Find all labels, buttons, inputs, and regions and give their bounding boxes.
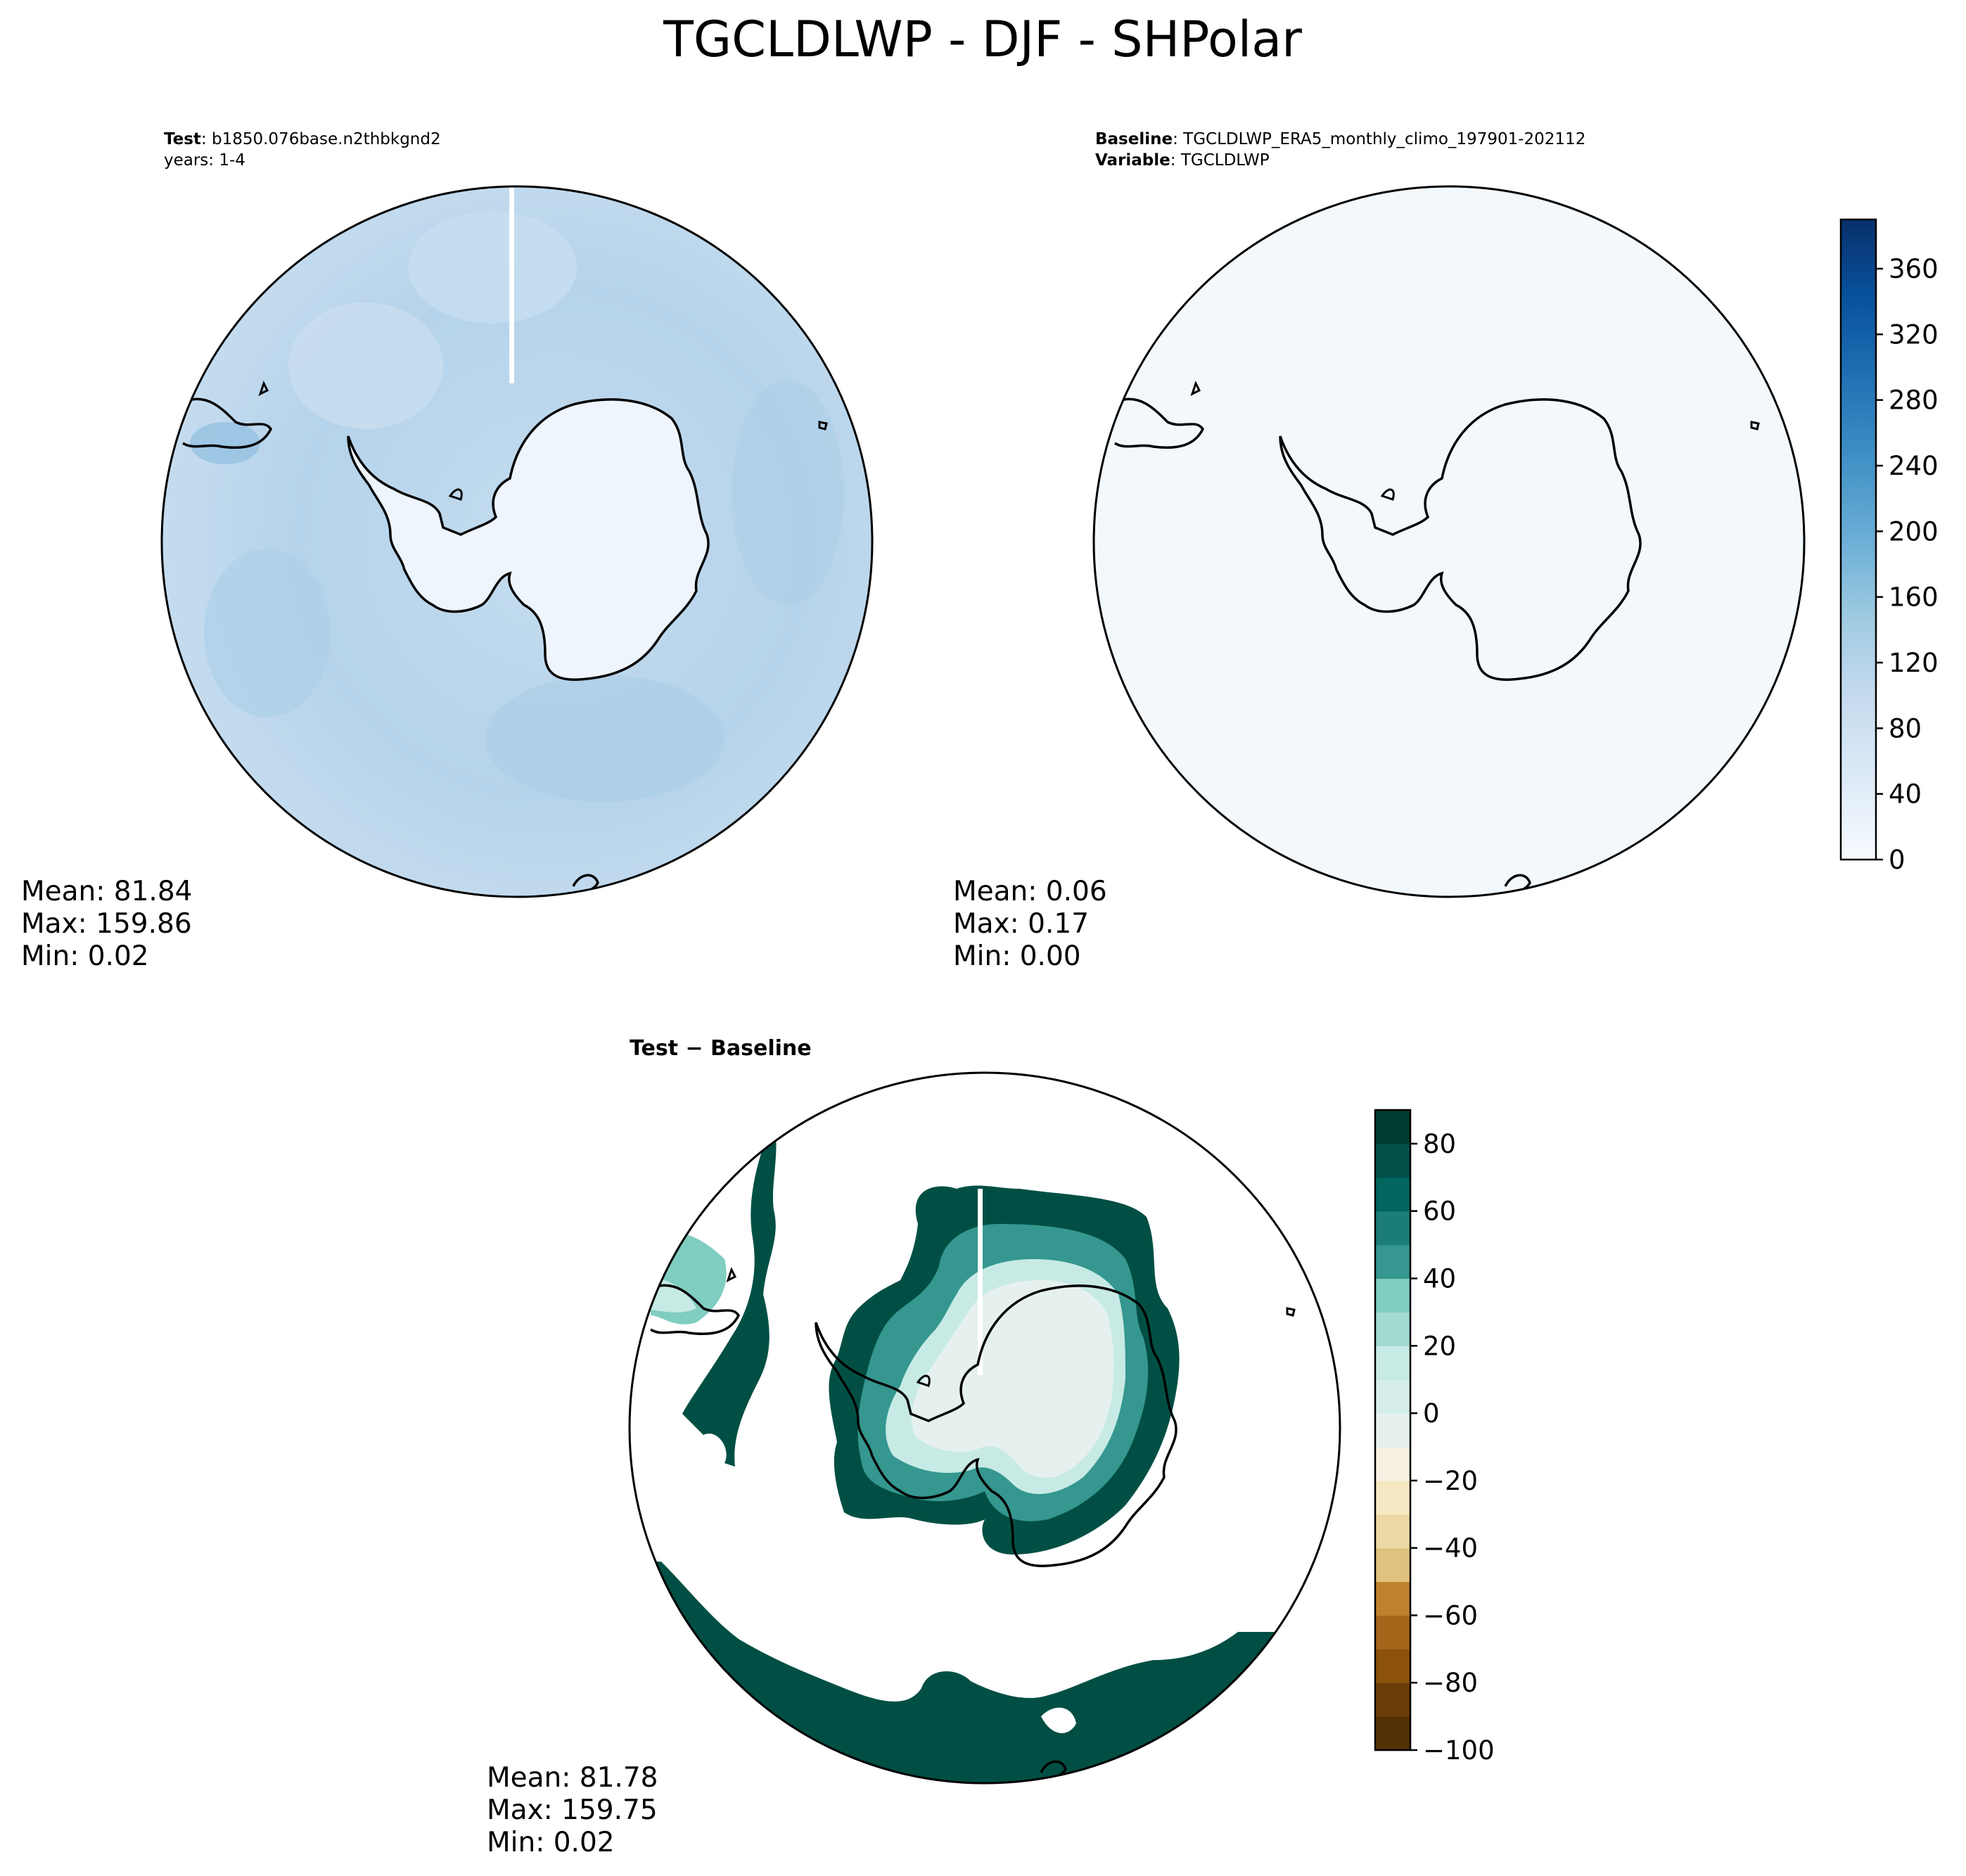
difference-colorbar-fill bbox=[1375, 1110, 1410, 1751]
difference-min: Min: 0.02 bbox=[487, 1827, 615, 1858]
difference-colorbar-swatch bbox=[1375, 1615, 1410, 1650]
difference-colorbar-tick-label: 20 bbox=[1423, 1331, 1456, 1361]
difference-header: Test − Baseline bbox=[630, 1036, 812, 1061]
difference-max: Max: 159.75 bbox=[487, 1794, 658, 1826]
baseline-panel: Baseline: TGCLDLWP_ERA5_monthly_climo_19… bbox=[953, 130, 1806, 972]
difference-colorbar-tick-label: −40 bbox=[1423, 1533, 1478, 1564]
test-header-key: Test bbox=[164, 130, 201, 148]
field-colorbar-tick-label: 80 bbox=[1889, 713, 1922, 744]
baseline-map-boundary bbox=[1092, 185, 1806, 898]
difference-colorbar-swatch bbox=[1375, 1244, 1410, 1280]
difference-colorbar-tick-label: 80 bbox=[1423, 1129, 1456, 1159]
field-colorbar-tick-label: 40 bbox=[1889, 779, 1922, 810]
field-colorbar-tick-label: 200 bbox=[1889, 516, 1939, 547]
field-colorbar-tick-label: 120 bbox=[1889, 648, 1939, 678]
difference-map-boundary bbox=[628, 1071, 1341, 1785]
difference-map bbox=[630, 1073, 1340, 1783]
difference-colorbar-swatch bbox=[1375, 1110, 1410, 1144]
test-map-boundary bbox=[160, 185, 874, 898]
test-map bbox=[162, 186, 872, 897]
difference-panel: Test − Baseline Mean: 81.78 Max: 159.75 … bbox=[487, 1036, 1341, 1858]
field-colorbar-tick-label: 320 bbox=[1889, 319, 1939, 350]
difference-colorbar-tick-label: 60 bbox=[1423, 1197, 1456, 1227]
test-max: Max: 159.86 bbox=[21, 908, 192, 940]
baseline-max: Max: 0.17 bbox=[953, 908, 1089, 940]
field-colorbar-tick-label: 280 bbox=[1889, 385, 1939, 416]
difference-colorbar-tick-label: −20 bbox=[1423, 1466, 1478, 1496]
difference-colorbar-swatch bbox=[1375, 1413, 1410, 1448]
difference-colorbar-swatch bbox=[1375, 1312, 1410, 1346]
field-colorbar-tick-label: 240 bbox=[1889, 451, 1939, 481]
difference-colorbar-swatch bbox=[1375, 1480, 1410, 1515]
difference-colorbar-swatch bbox=[1375, 1548, 1410, 1583]
difference-colorbar-swatch bbox=[1375, 1379, 1410, 1414]
difference-colorbar-swatch bbox=[1375, 1346, 1410, 1380]
baseline-min: Min: 0.00 bbox=[953, 940, 1081, 972]
test-panel: Test: b1850.076base.n2thbkgnd2 years: 1-… bbox=[21, 130, 874, 972]
difference-mean: Mean: 81.78 bbox=[487, 1762, 658, 1794]
field-colorbar-tick-label: 0 bbox=[1889, 845, 1906, 875]
difference-colorbar-ticks: −100 −80 −60 −40 −20 0 20 40 60 80 bbox=[1410, 1129, 1495, 1766]
baseline-header-key: Baseline bbox=[1095, 130, 1173, 148]
test-mean: Mean: 81.84 bbox=[21, 876, 192, 907]
baseline-variable-value: : TGCLDLWP bbox=[1170, 151, 1270, 170]
field-colorbar-tick-label: 360 bbox=[1889, 254, 1939, 284]
test-subheader: years: 1-4 bbox=[164, 151, 245, 170]
difference-colorbar-tick-label: −60 bbox=[1423, 1600, 1478, 1631]
field-colorbar: 0 40 80 120 160 200 240 280 320 360 bbox=[1839, 218, 1939, 875]
baseline-variable-key: Variable bbox=[1095, 151, 1170, 170]
difference-colorbar-swatch bbox=[1375, 1514, 1410, 1549]
svg-text:Test: b1850.076base.n2thbkgnd2: Test: b1850.076base.n2thbkgnd2 bbox=[164, 130, 441, 148]
svg-text:Baseline: TGCLDLWP_ERA5_monthl: Baseline: TGCLDLWP_ERA5_monthly_climo_19… bbox=[1095, 130, 1585, 148]
difference-colorbar-frame bbox=[1374, 1109, 1412, 1751]
field-colorbar-fill bbox=[1839, 218, 1877, 861]
difference-colorbar-swatch bbox=[1375, 1177, 1410, 1212]
difference-colorbar-tick-label: −80 bbox=[1423, 1668, 1478, 1698]
difference-colorbar-swatch bbox=[1375, 1446, 1410, 1481]
test-min: Min: 0.02 bbox=[21, 940, 149, 972]
difference-colorbar-swatch bbox=[1375, 1683, 1410, 1717]
test-header-value: : b1850.076base.n2thbkgnd2 bbox=[201, 130, 441, 148]
difference-colorbar-swatch bbox=[1375, 1143, 1410, 1178]
difference-colorbar-swatch bbox=[1375, 1716, 1410, 1751]
baseline-mean: Mean: 0.06 bbox=[953, 876, 1107, 907]
difference-colorbar: −100 −80 −60 −40 −20 0 20 40 60 80 bbox=[1374, 1109, 1495, 1766]
difference-colorbar-tick-label: 40 bbox=[1423, 1263, 1456, 1294]
svg-text:Variable: TGCLDLWP: Variable: TGCLDLWP bbox=[1095, 151, 1270, 170]
difference-colorbar-swatch bbox=[1375, 1649, 1410, 1683]
difference-colorbar-tick-label: −100 bbox=[1423, 1735, 1495, 1766]
field-colorbar-tick-label: 160 bbox=[1889, 582, 1939, 613]
difference-colorbar-tick-label: 0 bbox=[1423, 1398, 1440, 1429]
difference-colorbar-swatch bbox=[1375, 1581, 1410, 1616]
field-colorbar-ticks: 0 40 80 120 160 200 240 280 320 360 bbox=[1876, 254, 1939, 875]
baseline-header-value: : TGCLDLWP_ERA5_monthly_climo_197901-202… bbox=[1173, 130, 1585, 148]
figure-title: TGCLDLWP - DJF - SHPolar bbox=[663, 11, 1302, 68]
difference-colorbar-swatch bbox=[1375, 1211, 1410, 1246]
baseline-map bbox=[1094, 186, 1804, 897]
difference-colorbar-swatch bbox=[1375, 1278, 1410, 1313]
